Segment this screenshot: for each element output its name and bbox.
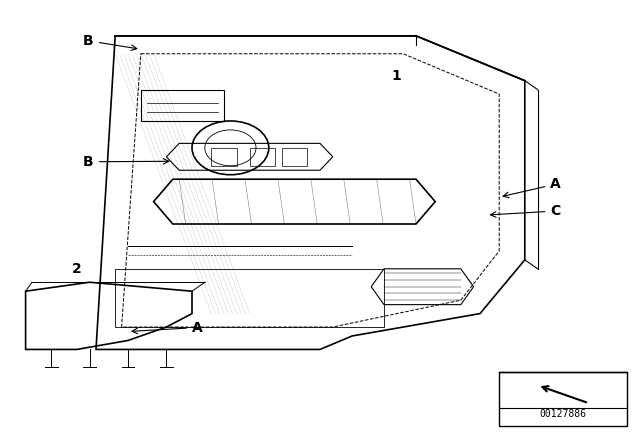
Text: B: B: [83, 155, 169, 169]
Text: 1: 1: [392, 69, 402, 83]
FancyBboxPatch shape: [499, 372, 627, 426]
Text: A: A: [132, 320, 203, 335]
Text: C: C: [490, 204, 561, 218]
Text: 00127886: 00127886: [540, 409, 587, 419]
Text: 2: 2: [72, 262, 82, 276]
Text: A: A: [503, 177, 561, 198]
Text: B: B: [83, 34, 137, 51]
